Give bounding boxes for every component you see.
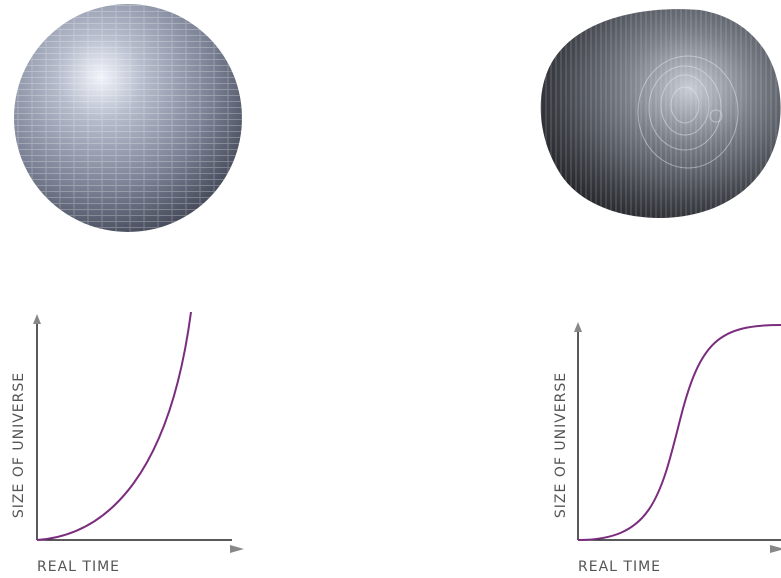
x-axis-label: REAL TIME <box>578 559 661 575</box>
x-arrow <box>230 545 244 553</box>
rough-universe <box>540 9 781 218</box>
y-arrow <box>33 314 41 324</box>
graph-exponential: SIZE OF UNIVERSE REAL TIME <box>11 311 244 575</box>
curve <box>577 324 781 541</box>
y-axis-label: SIZE OF UNIVERSE <box>553 372 569 518</box>
y-axis-label: SIZE OF UNIVERSE <box>11 372 27 518</box>
x-arrow <box>770 545 781 553</box>
curve <box>36 311 192 541</box>
smooth-universe <box>14 4 242 232</box>
x-axis-label: REAL TIME <box>37 559 120 575</box>
graph-sigmoid: SIZE OF UNIVERSE REAL TIME <box>553 322 781 575</box>
y-arrow <box>574 322 582 332</box>
